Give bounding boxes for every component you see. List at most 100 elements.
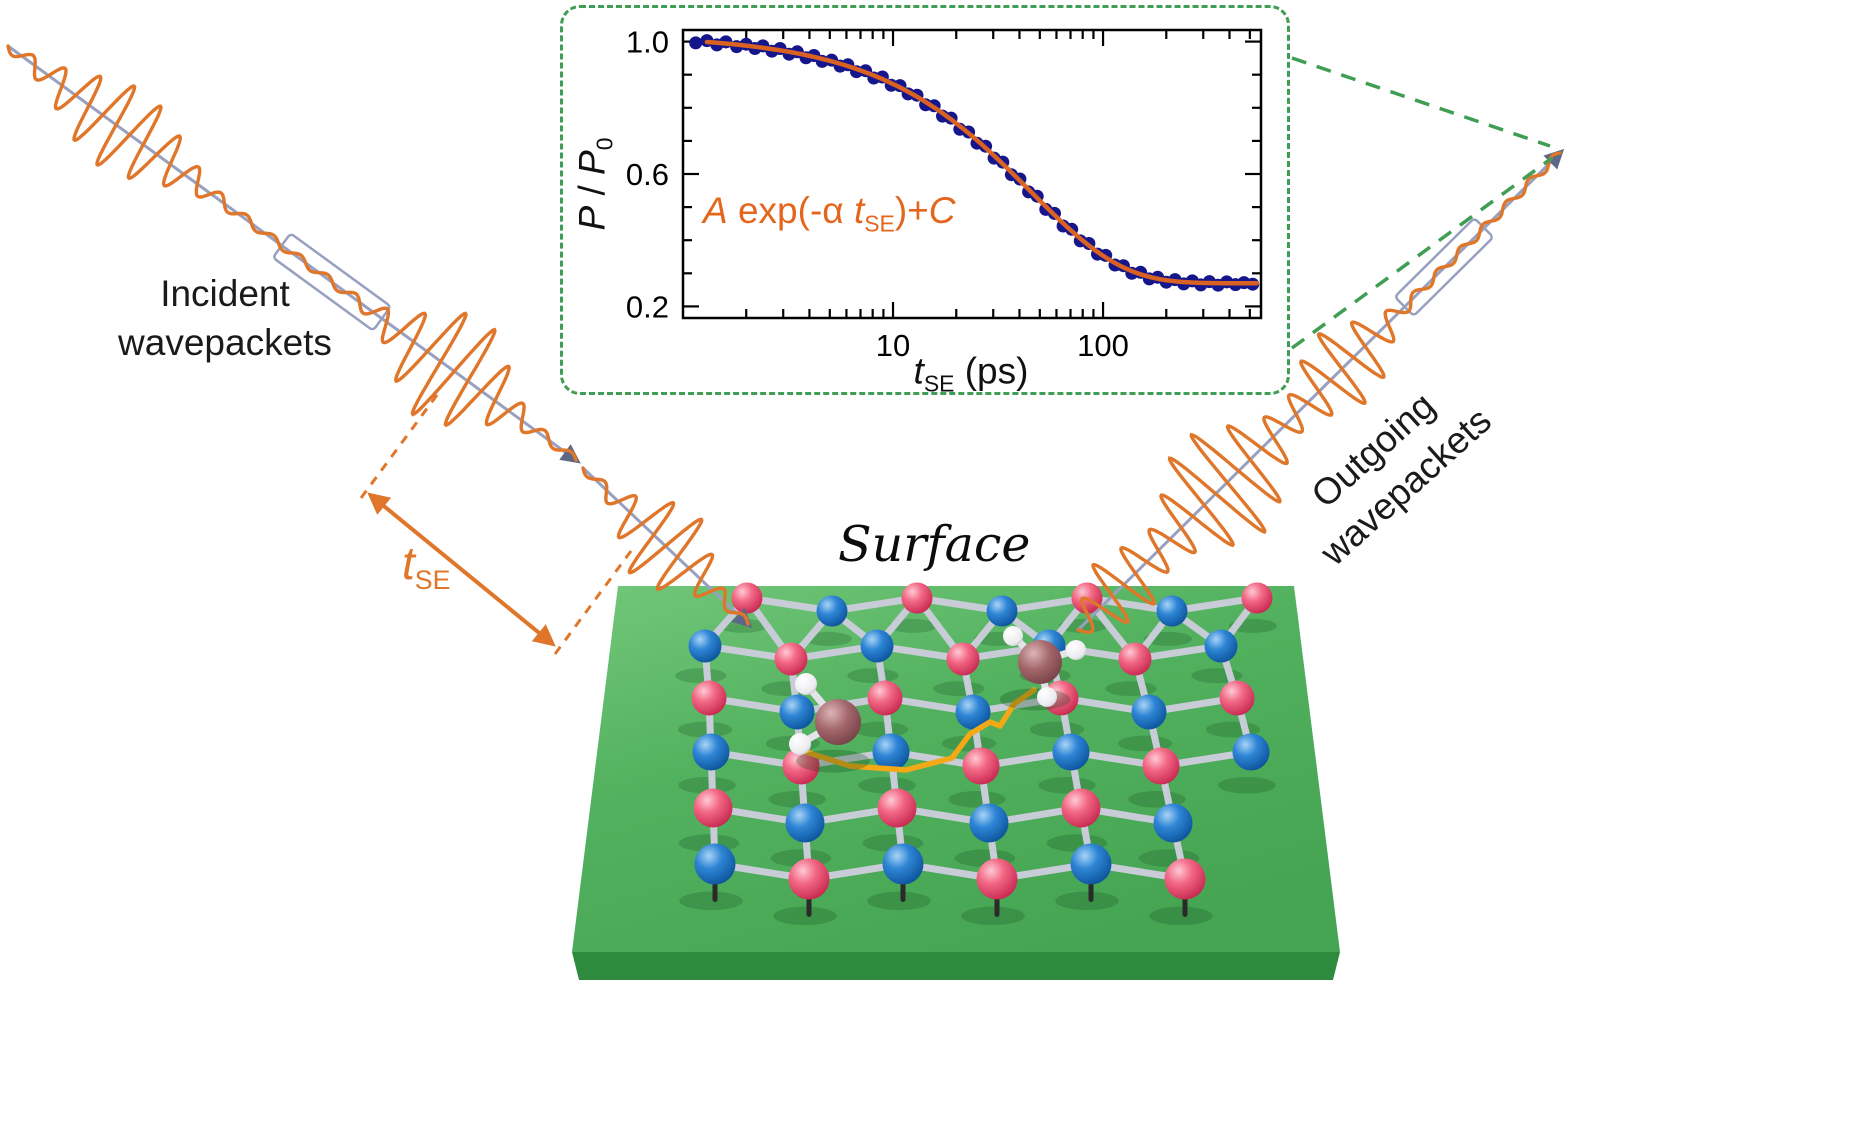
lattice-atom-blue — [860, 629, 894, 663]
lattice-atom-pink — [976, 858, 1018, 900]
surface-slab — [572, 586, 1340, 980]
y-tick-label: 0.2 — [626, 289, 669, 324]
callout-line-top — [1291, 56, 1551, 148]
lattice-atom-blue — [872, 733, 910, 771]
diffusion-path — [803, 687, 1037, 773]
lattice-atom-pink — [1061, 788, 1101, 828]
tse-guide-line-end — [553, 550, 633, 655]
xlabel-subscript: SE — [923, 370, 955, 397]
callout-dashed-lines — [1290, 56, 1554, 350]
lattice-atom-blue — [1153, 803, 1193, 843]
lattice-atom-pink — [901, 582, 933, 614]
lattice-atom-blue — [1131, 694, 1167, 730]
ylabel-P0: P — [571, 150, 613, 175]
lattice-atom-blue — [986, 595, 1018, 627]
lattice-atom-pink — [774, 642, 808, 676]
lattice-atom-pink — [867, 680, 903, 716]
atom-shadow — [933, 681, 985, 697]
callout-line-bottom — [1290, 156, 1554, 350]
hydrogen-atom — [1003, 626, 1023, 646]
lattice-atom-pink — [693, 788, 733, 828]
atom-shadow — [677, 721, 733, 738]
atom-shadow — [948, 790, 1006, 808]
y-tick-label: 0.6 — [626, 157, 669, 192]
atom-shadow — [853, 721, 909, 738]
lattice-atom-pink — [782, 747, 820, 785]
decay-chart: 10 100 0.2 0.6 1.0 — [626, 25, 1263, 363]
xlabel-unit: (ps) — [954, 350, 1029, 392]
ylabel-P: P — [571, 205, 613, 231]
lattice-atom-pink — [877, 788, 917, 828]
lattice-atom-pink — [788, 858, 830, 900]
lattice-atom-pink — [1142, 747, 1180, 785]
lattice-atom-pink — [946, 642, 980, 676]
chart-frame — [681, 28, 1263, 320]
tse-interval-arrow — [359, 394, 633, 655]
adsorbate-molecule — [815, 699, 861, 745]
atom-shadow — [679, 891, 743, 911]
fit-C: C — [928, 190, 956, 231]
xlabel-t: t — [913, 350, 924, 392]
atom-shadow — [867, 891, 931, 911]
lattice-atom-blue — [694, 843, 736, 885]
incident-label-line2: wavepackets — [118, 321, 332, 363]
ylabel-subscript: 0 — [591, 137, 618, 151]
x-tick-label: 100 — [1077, 328, 1129, 363]
lattice-atom-pink — [1241, 582, 1273, 614]
lattice-atom-pink — [962, 747, 1000, 785]
y-tick-label: 1.0 — [626, 25, 669, 60]
wavepacket-wave — [1076, 151, 1562, 634]
tse-subscript: SE — [414, 565, 451, 596]
hydrogen-atom — [1066, 640, 1086, 660]
lattice-atom-blue — [1232, 733, 1270, 771]
lattice-atom-blue — [955, 694, 991, 730]
lattice-atom-blue — [779, 694, 815, 730]
atom-shadow — [803, 631, 853, 646]
lattice-atom-pink — [1118, 642, 1152, 676]
crystal-lattice — [675, 582, 1278, 926]
beam-segment-box — [1395, 218, 1493, 316]
lattice-atom-blue — [1204, 629, 1238, 663]
tse-double-arrow — [367, 492, 556, 647]
fit-exp: exp(-α — [727, 190, 854, 231]
surface-label: Surface — [838, 516, 1031, 573]
lattice-atom-blue — [785, 803, 825, 843]
molecule-shadow — [796, 749, 870, 773]
tse-symbol: t — [402, 537, 415, 589]
atom-shadow — [773, 906, 837, 926]
tse-label: tSE — [402, 536, 450, 596]
incident-wavepackets-label: Incident wavepackets — [75, 270, 375, 368]
lattice-atom-pink — [691, 680, 727, 716]
atom-shadow — [675, 668, 727, 684]
hydrogen-atom — [1037, 687, 1057, 707]
atom-shadow — [847, 668, 899, 684]
surface-front-edge — [572, 952, 1340, 980]
fit-subscript: SE — [864, 210, 895, 237]
chart-y-axis-label: P / P0 — [571, 138, 618, 231]
lattice-atom-blue — [816, 595, 848, 627]
tse-guide-line-start — [359, 394, 439, 499]
fit-t: t — [853, 190, 865, 231]
adsorbate-molecule — [1018, 640, 1062, 684]
fit-curve — [704, 39, 1260, 286]
wavepacket-wave — [581, 466, 750, 626]
atom-shadow — [941, 735, 997, 752]
incident-label-line1: Incident — [160, 273, 290, 314]
lattice-atom-blue — [688, 629, 722, 663]
lattice-atom-pink — [731, 582, 763, 614]
surface-top-face — [572, 586, 1340, 952]
wavepacket-wave — [6, 44, 578, 462]
beam-segment-box — [273, 233, 391, 331]
atom-shadow — [961, 906, 1025, 926]
ylabel-divider: / — [571, 174, 613, 206]
hydrogen-atom — [789, 733, 811, 755]
lattice-atom-blue — [969, 803, 1009, 843]
lattice-atom-pink — [1164, 858, 1206, 900]
chart-x-axis-label: tSE (ps) — [914, 350, 1029, 397]
lattice-atom-blue — [1156, 595, 1188, 627]
inset-chart-panel: 10 100 0.2 0.6 1.0 P / P0 tSE (ps) A exp(-α … — [560, 5, 1290, 397]
atom-shadow — [1218, 776, 1276, 794]
atom-shadow — [1105, 681, 1157, 697]
